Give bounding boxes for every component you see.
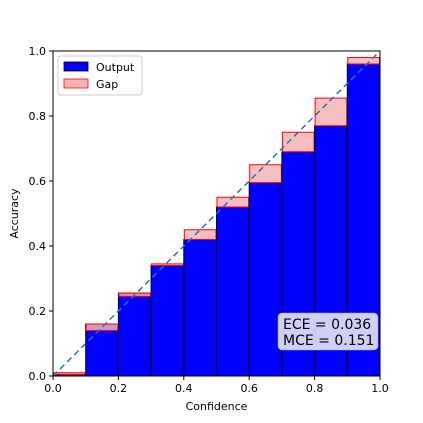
output-bar-2 xyxy=(117,292,152,377)
output-bar-1 xyxy=(85,323,119,377)
y-tick-label-5: 1.0 xyxy=(29,45,47,58)
gap-bar-4 xyxy=(183,229,217,240)
y-tick-label-4: 0.8 xyxy=(29,110,47,123)
gap-bar-3 xyxy=(151,263,184,266)
x-tick-label-5: 1.0 xyxy=(371,382,389,395)
legend-swatch-output xyxy=(63,61,89,72)
gap-bar-5 xyxy=(216,196,250,208)
plot-frame xyxy=(52,50,381,377)
y-tick-label-0: 0.0 xyxy=(29,370,47,383)
gap-bar-7 xyxy=(281,131,315,153)
x-tick-label-0: 0.0 xyxy=(44,382,62,395)
perfect-calibration-line xyxy=(52,50,381,377)
calibration-metrics-box: ECE = 0.036 MCE = 0.151 xyxy=(277,312,379,351)
ticks-layer: 0.0 0.2 0.4 0.6 0.8 1.0 0.0 0.2 0.4 0.6 0.8 1.0 xyxy=(29,45,389,395)
x-tick-label-2: 0.4 xyxy=(175,382,193,395)
y-tick-label-2: 0.4 xyxy=(29,240,47,253)
x-tick-label-3: 0.6 xyxy=(240,382,258,395)
gap-bar-8 xyxy=(314,97,348,127)
gap-bar-6 xyxy=(249,164,282,184)
legend: Output Gap xyxy=(57,55,143,96)
y-axis-label: Accuracy xyxy=(8,188,21,239)
output-bar-4 xyxy=(183,239,218,377)
mce-value: MCE = 0.151 xyxy=(283,333,374,349)
y-tick-label-3: 0.6 xyxy=(29,175,47,188)
output-bar-6 xyxy=(248,182,283,377)
x-tick-label-1: 0.2 xyxy=(110,382,128,395)
legend-label-output: Output xyxy=(96,61,135,74)
x-axis-label: Confidence xyxy=(186,400,248,413)
legend-swatch-gap xyxy=(63,78,89,89)
x-tick-label-4: 0.8 xyxy=(306,382,324,395)
output-bar-5 xyxy=(216,206,250,377)
metrics-box xyxy=(277,312,379,351)
output-bar-3 xyxy=(150,265,185,377)
bars-layer xyxy=(52,57,381,377)
gap-bar-1 xyxy=(85,323,119,331)
gap-bar-9 xyxy=(347,57,380,65)
legend-label-gap: Gap xyxy=(96,78,118,91)
y-tick-label-1: 0.2 xyxy=(29,305,47,318)
gap-bar-0 xyxy=(53,372,86,375)
ece-value: ECE = 0.036 xyxy=(283,317,371,333)
